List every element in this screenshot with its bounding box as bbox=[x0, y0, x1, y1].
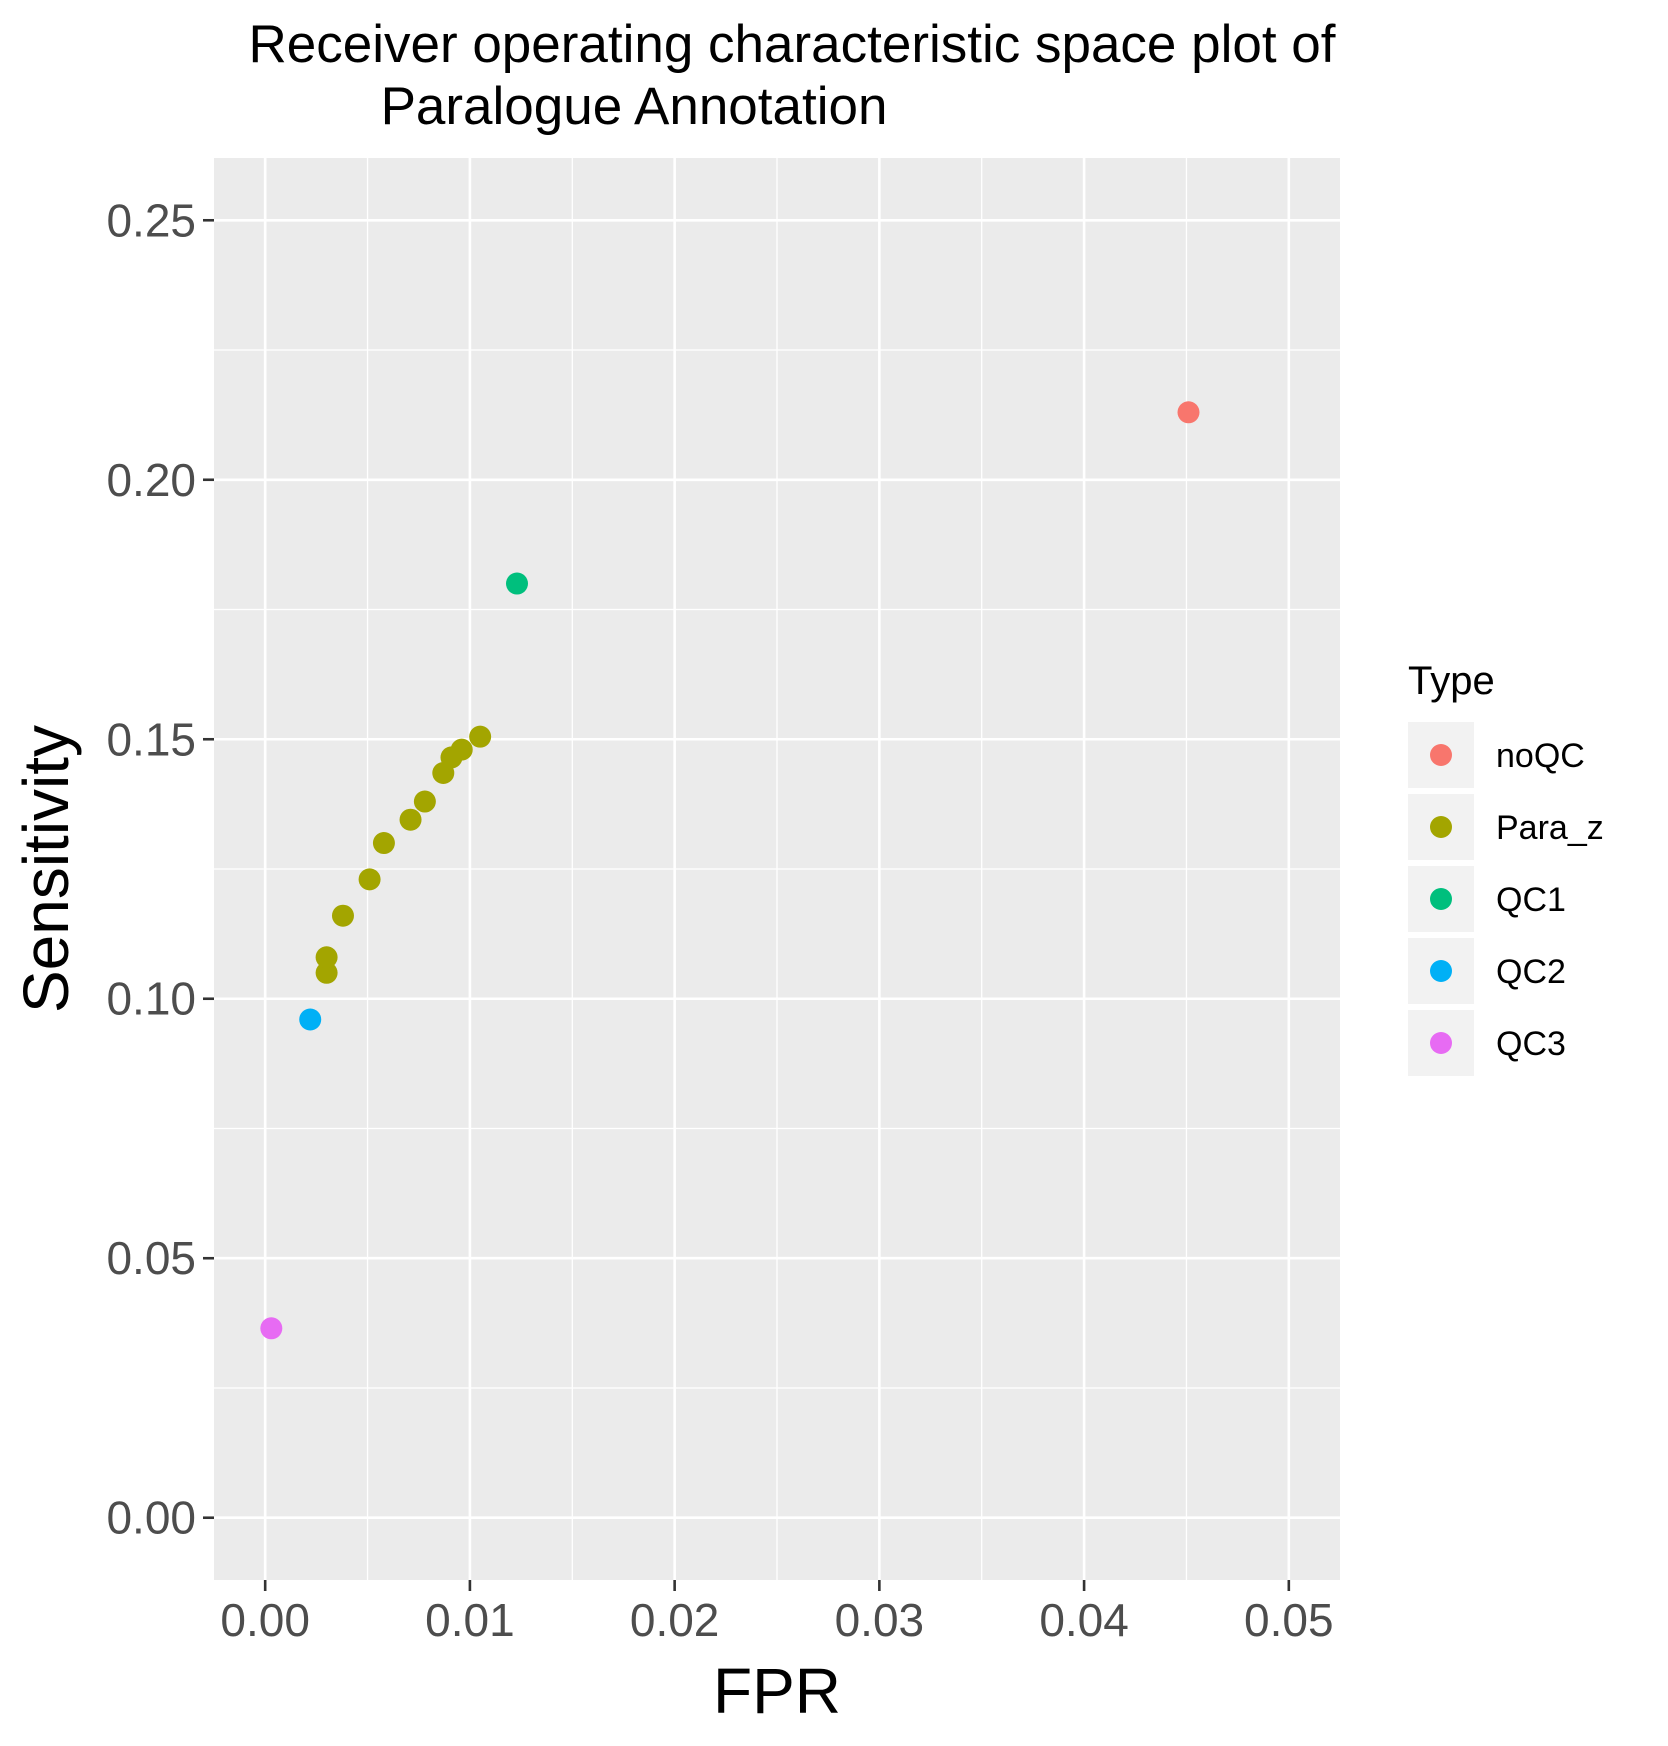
x-tick-label: 0.01 bbox=[425, 1594, 515, 1646]
y-tick-label: 0.10 bbox=[106, 973, 196, 1025]
legend-item-noqc: noQC bbox=[1408, 722, 1585, 788]
data-point-para-z bbox=[331, 904, 354, 927]
y-tick-label: 0.00 bbox=[106, 1492, 196, 1544]
chart-title-line-1: Receiver operating characteristic space … bbox=[248, 15, 1335, 74]
data-point-para-z bbox=[413, 790, 436, 813]
minor-gridlines bbox=[214, 158, 1340, 1580]
data-point-para-z bbox=[450, 738, 473, 761]
x-tick-label: 0.02 bbox=[630, 1594, 720, 1646]
legend-key-marker bbox=[1430, 1032, 1452, 1054]
x-tick-label: 0.05 bbox=[1244, 1594, 1334, 1646]
legend-label: QC1 bbox=[1496, 881, 1566, 919]
legend-label: Para_z bbox=[1496, 809, 1604, 847]
data-point-para-z bbox=[358, 868, 381, 891]
data-point-qc1 bbox=[505, 572, 528, 595]
y-axis: 0.00 0.05 0.10 0.15 0.20 0.25 bbox=[106, 194, 214, 1544]
legend-key-marker bbox=[1430, 816, 1452, 838]
data-point-para-z bbox=[399, 808, 422, 831]
x-tick-label: 0.04 bbox=[1039, 1594, 1129, 1646]
y-axis-title: Sensitivity bbox=[10, 725, 82, 1013]
legend-item-para-z: Para_z bbox=[1408, 794, 1604, 860]
legend-key-marker bbox=[1430, 888, 1452, 910]
legend-item-qc1: QC1 bbox=[1408, 866, 1566, 932]
y-tick-label: 0.05 bbox=[106, 1232, 196, 1284]
data-point-para-z bbox=[315, 961, 338, 984]
legend-key-marker bbox=[1430, 960, 1452, 982]
data-point-qc3 bbox=[260, 1317, 283, 1340]
data-point-noqc bbox=[1177, 401, 1200, 424]
major-gridlines bbox=[214, 158, 1340, 1580]
data-point-para-z bbox=[469, 725, 492, 748]
y-tick-label: 0.15 bbox=[106, 713, 196, 765]
y-tick-label: 0.20 bbox=[106, 454, 196, 506]
legend-key-marker bbox=[1430, 744, 1452, 766]
data-points bbox=[260, 401, 1200, 1340]
x-axis: 0.00 0.01 0.02 0.03 0.04 0.05 bbox=[220, 1580, 1334, 1646]
data-point-para-z bbox=[315, 946, 338, 969]
data-point-para-z bbox=[372, 832, 395, 855]
x-axis-title: FPR bbox=[713, 1655, 841, 1727]
legend-title: Type bbox=[1408, 659, 1495, 703]
x-tick-label: 0.00 bbox=[220, 1594, 310, 1646]
legend: Type noQC Para_z QC1 QC2 QC3 bbox=[1408, 659, 1604, 1076]
legend-label: QC3 bbox=[1496, 1025, 1566, 1063]
data-point-qc2 bbox=[299, 1008, 322, 1031]
legend-label: noQC bbox=[1496, 737, 1585, 775]
legend-item-qc3: QC3 bbox=[1408, 1010, 1566, 1076]
x-tick-label: 0.03 bbox=[835, 1594, 925, 1646]
legend-item-qc2: QC2 bbox=[1408, 938, 1566, 1004]
legend-items: noQC Para_z QC1 QC2 QC3 bbox=[1408, 722, 1604, 1076]
y-tick-label: 0.25 bbox=[106, 194, 196, 246]
chart-title-line-2: Paralogue Annotation bbox=[381, 77, 888, 136]
legend-label: QC2 bbox=[1496, 953, 1566, 991]
